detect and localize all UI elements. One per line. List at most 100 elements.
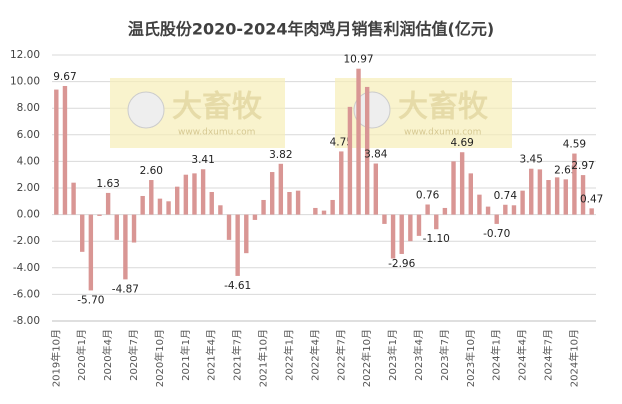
bar — [468, 173, 473, 215]
bar — [226, 214, 232, 240]
watermark-url: www.dxumu.com — [404, 128, 481, 138]
value-label: 0.74 — [494, 190, 518, 202]
value-label: -2.96 — [388, 258, 415, 270]
bar — [580, 175, 586, 215]
bar — [520, 190, 525, 215]
watermark-icon — [127, 91, 165, 129]
x-tick-label: 2021年7月 — [231, 329, 244, 381]
watermark-text: 大畜牧 — [398, 90, 489, 125]
bar — [416, 214, 422, 236]
bar — [244, 214, 249, 254]
value-label: 4.59 — [563, 139, 586, 151]
bar — [278, 163, 284, 215]
value-label: -1.10 — [423, 233, 450, 245]
value-label: -5.70 — [77, 294, 104, 306]
x-tick-label: 2021年10月 — [257, 329, 270, 387]
bar — [149, 180, 154, 215]
watermark-icon — [353, 91, 391, 129]
bar — [459, 152, 465, 215]
x-tick-label: 2020年1月 — [75, 329, 88, 381]
bar — [166, 201, 171, 215]
y-tick-label: -2.00 — [13, 235, 40, 247]
bar — [252, 214, 258, 220]
bar — [295, 190, 301, 215]
x-tick-label: 2023年1月 — [386, 329, 399, 381]
bar — [537, 169, 543, 215]
bar — [399, 214, 404, 254]
x-tick-label: 2022年1月 — [282, 329, 295, 381]
x-tick-label: 2023年10月 — [464, 329, 477, 387]
bar — [572, 153, 577, 215]
y-tick-label: -6.00 — [13, 288, 40, 300]
watermark-left: 大畜牧 www.dxumu.com — [110, 78, 285, 148]
y-tick-label: 6.00 — [17, 129, 40, 141]
y-tick-label: -4.00 — [13, 262, 40, 274]
value-label: -0.70 — [483, 228, 510, 240]
value-label: 3.84 — [364, 149, 388, 161]
bar — [123, 214, 128, 280]
bar — [356, 68, 361, 215]
x-tick-label: 2024年10月 — [567, 329, 580, 387]
x-tick-label: 2022年10月 — [360, 329, 373, 387]
bar — [54, 89, 59, 215]
bar — [261, 199, 266, 215]
value-label: 10.97 — [344, 54, 374, 66]
bar — [511, 205, 517, 215]
bar — [347, 106, 353, 215]
bar — [589, 208, 594, 215]
value-label: 3.82 — [269, 149, 292, 161]
bar — [218, 205, 223, 215]
bar — [114, 214, 119, 240]
bar — [62, 85, 68, 215]
x-tick-label: 2024年7月 — [542, 329, 555, 381]
value-label: 2.97 — [571, 160, 594, 172]
bar — [80, 214, 85, 252]
chart-title: 温氏股份2020-2024年肉鸡月销售利润估值(亿元) — [127, 20, 494, 39]
bar — [209, 191, 214, 215]
bar — [451, 161, 456, 215]
x-tick-label: 2023年4月 — [412, 329, 425, 381]
value-label: 0.76 — [416, 189, 440, 201]
bar — [425, 204, 430, 215]
bar — [494, 214, 499, 224]
value-label: -4.87 — [112, 283, 139, 295]
x-tick-label: 2021年1月 — [179, 329, 192, 381]
x-tick-label: 2024年1月 — [490, 329, 503, 381]
bar — [485, 206, 491, 215]
bar — [390, 214, 396, 259]
bar — [442, 207, 448, 215]
bar — [382, 214, 387, 224]
bar — [503, 204, 508, 215]
bar — [373, 163, 379, 215]
x-tick-label: 2022年7月 — [334, 329, 347, 381]
bar — [313, 207, 318, 215]
watermark-text: 大畜牧 — [172, 90, 263, 125]
y-tick-label: 10.00 — [10, 76, 40, 88]
bar — [157, 198, 163, 215]
bar — [140, 195, 145, 215]
y-tick-label: 12.00 — [10, 49, 40, 61]
bar — [339, 151, 344, 215]
bar — [330, 199, 335, 215]
x-tick-label: 2020年7月 — [127, 329, 140, 381]
y-tick-label: 4.00 — [17, 155, 40, 167]
x-tick-label: 2021年4月 — [205, 329, 218, 381]
value-label: -4.61 — [224, 280, 251, 292]
bar — [175, 186, 180, 215]
bar — [546, 180, 551, 215]
value-label: 1.63 — [96, 178, 119, 190]
watermark-right: 大畜牧 www.dxumu.com — [335, 78, 512, 148]
x-tick-label: 2020年10月 — [153, 329, 166, 387]
bar — [235, 214, 240, 276]
value-label: 2.65 — [554, 164, 577, 176]
x-tick-label: 2022年4月 — [308, 329, 321, 381]
bar — [287, 191, 292, 215]
bar — [554, 177, 560, 215]
bar — [131, 214, 137, 243]
bar — [269, 172, 275, 215]
bar — [563, 179, 568, 215]
bar — [183, 174, 189, 215]
value-label: 3.41 — [191, 154, 214, 166]
bar — [200, 169, 206, 215]
